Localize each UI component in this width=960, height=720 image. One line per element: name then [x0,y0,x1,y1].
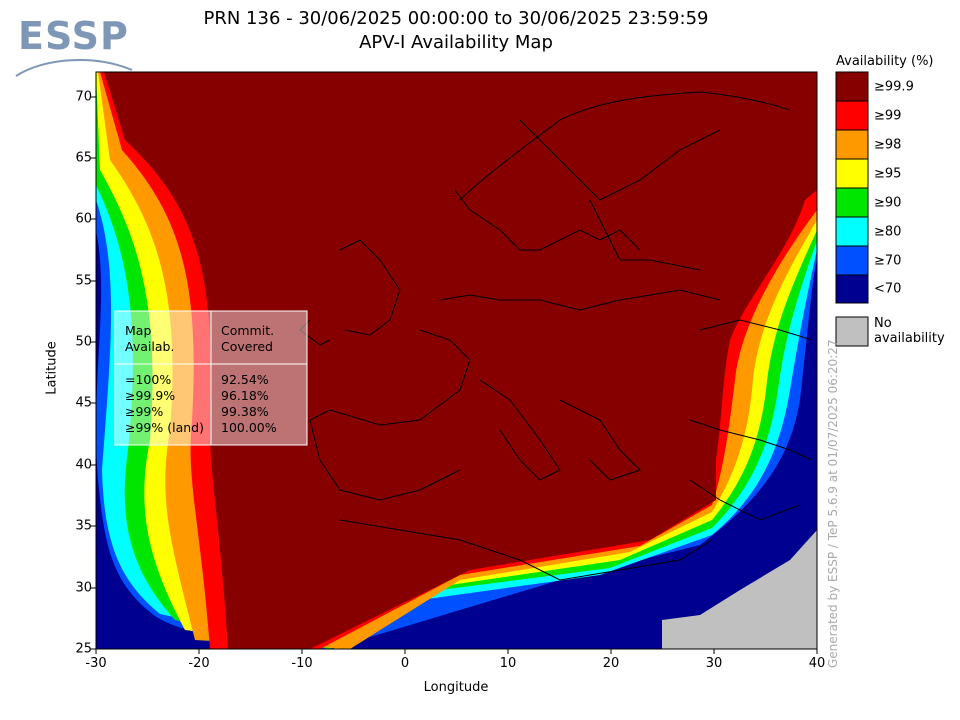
x-tick-label: -10 [291,656,313,671]
y-tick-label: 55 [75,273,92,289]
legend-item: ≥90 [874,195,902,211]
row-avail: ≥99% (land) [125,420,204,435]
legend-item: <70 [874,281,902,297]
no-availability-region [662,530,817,649]
row-avail: ≥99% [125,404,164,419]
row-covered: 92.54% [221,372,269,387]
x-tick-label: 10 [499,656,517,671]
row-covered: 96.18% [221,388,269,403]
stats-table: Map Availab. Commit. Covered =100% 92.54… [115,311,307,445]
legend-item: ≥99 [874,108,902,124]
col1-header-line1: Map [125,323,152,338]
y-tick-label: 70 [75,89,92,105]
x-tick-label: 30 [705,656,723,671]
essp-logo: ESSP [14,14,134,82]
legend-swatches [835,71,869,347]
y-tick-marks [91,96,96,650]
x-tick-label: 40 [808,656,826,671]
col1-header-line2: Availab. [125,339,175,354]
x-axis-label: Longitude [423,680,489,695]
legend-item: ≥99.9 [874,79,914,95]
y-axis-label: Latitude [44,341,60,395]
legend-item: ≥98 [874,137,902,153]
stats-table-box [114,310,308,446]
row-avail: =100% [125,372,172,387]
logo-text: ESSP [18,14,129,58]
x-tick-marks [95,649,818,654]
generated-credit: Generated by ESSP / TeP 5.6.9 at 01/07/2… [826,339,840,668]
row-avail: ≥99.9% [125,388,176,403]
legend-item: ≥80 [874,224,902,240]
row-covered: 100.00% [221,420,277,435]
logo-arc-icon [15,58,133,77]
col2-header-line2: Covered [221,339,273,354]
legend-item: ≥95 [874,166,902,182]
y-tick-label: 30 [75,580,92,596]
legend-title: Availability (%) [836,54,934,69]
col2-header-line1: Commit. [221,323,275,338]
legend-item: ≥70 [874,253,902,269]
y-tick-label: 45 [75,395,92,411]
y-tick-label: 60 [75,211,92,227]
map-subtitle: APV-I Availability Map [359,32,553,53]
x-tick-label: 0 [400,656,410,671]
y-tick-label: 65 [75,150,92,166]
y-tick-label: 35 [75,518,92,534]
x-tick-label: 20 [602,656,620,671]
x-tick-label: -30 [85,656,107,671]
band-999 [104,72,817,649]
legend-no-availability: No availability [874,316,945,346]
y-tick-label: 40 [75,457,92,473]
y-tick-label: 25 [75,641,92,657]
map-title: PRN 136 - 30/06/2025 00:00:00 to 30/06/2… [203,8,709,29]
x-tick-label: -20 [188,656,210,671]
row-covered: 99.38% [221,404,269,419]
y-tick-label: 50 [75,334,92,350]
